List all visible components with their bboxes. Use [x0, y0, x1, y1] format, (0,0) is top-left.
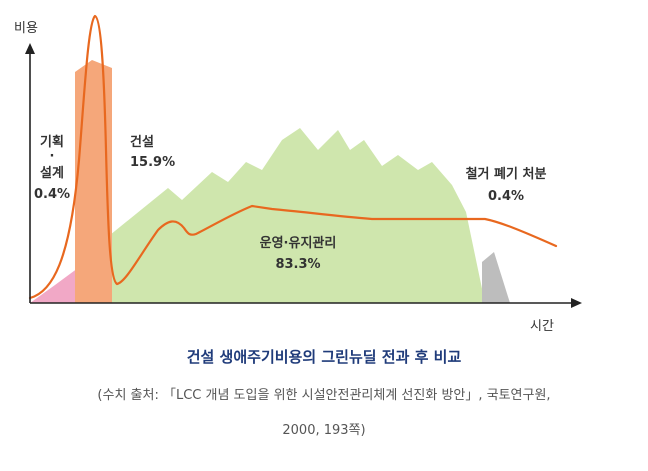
caption-source: (수치 출처: 「LCC 개념 도입을 위한 시설안전관리체계 선진화 방안」,… — [97, 388, 551, 403]
demolition-area — [482, 252, 510, 303]
operation-label: 운영·유지관리 — [260, 235, 337, 251]
demolition-label: 철거 폐기 처분 — [466, 166, 547, 182]
planning-label-line2: 설계 — [40, 166, 64, 181]
x-axis-arrow — [571, 298, 582, 308]
x-axis-label: 시간 — [530, 319, 554, 334]
planning-label-dot: · — [50, 149, 55, 164]
construction-area — [75, 60, 112, 303]
demolition-percent: 0.4% — [488, 189, 524, 204]
y-axis-label: 비용 — [14, 21, 38, 36]
caption-source-year: 2000, 193쪽) — [282, 423, 366, 438]
planning-label-line1: 기획 — [40, 134, 64, 150]
operation-maintenance-area — [110, 128, 485, 303]
construction-percent: 15.9% — [130, 155, 175, 170]
planning-percent: 0.4% — [34, 187, 70, 202]
operation-percent: 83.3% — [275, 257, 320, 272]
caption-title: 건설 생애주기비용의 그린뉴딜 전과 후 비교 — [186, 348, 462, 366]
planning-design-area — [30, 268, 78, 303]
construction-label: 건설 — [130, 134, 154, 150]
lifecycle-cost-diagram: 비용 시간 기획 · 설계 0.4% 건설 15.9% 운영·유지관리 83.3… — [14, 14, 582, 334]
lifecycle-cost-curve — [28, 14, 558, 300]
y-axis-arrow — [25, 43, 35, 54]
